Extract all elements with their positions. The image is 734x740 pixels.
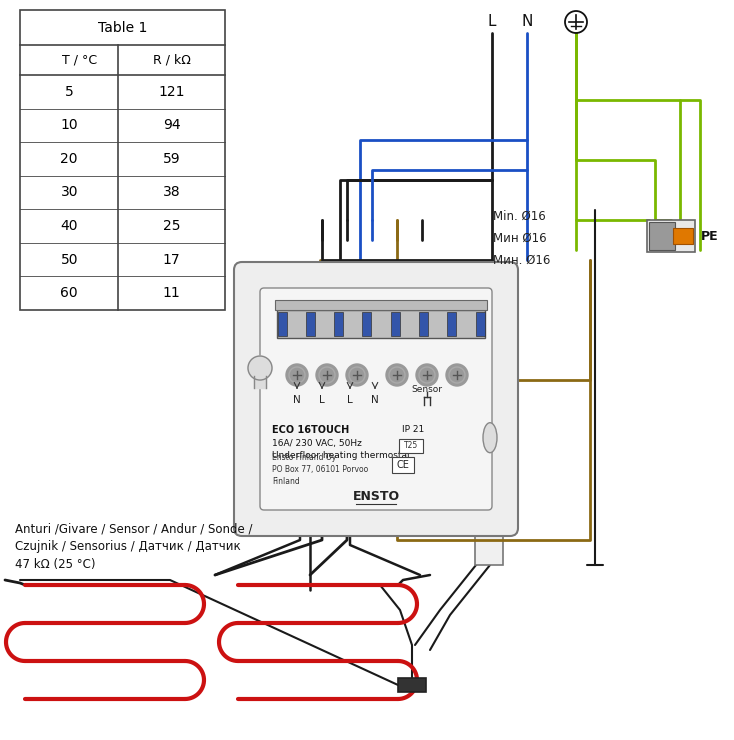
Bar bbox=[277, 312, 286, 336]
Text: 25: 25 bbox=[163, 219, 181, 233]
Text: 94: 94 bbox=[163, 118, 181, 132]
Text: N: N bbox=[293, 395, 301, 405]
Bar bbox=[476, 312, 484, 336]
FancyBboxPatch shape bbox=[234, 262, 518, 536]
Text: CE: CE bbox=[396, 460, 410, 470]
Bar bbox=[275, 300, 487, 310]
Text: Finland: Finland bbox=[272, 477, 299, 486]
Bar bbox=[649, 222, 675, 250]
Bar bbox=[398, 678, 426, 692]
Text: N: N bbox=[371, 395, 379, 405]
Bar bbox=[392, 457, 414, 473]
Text: L: L bbox=[347, 395, 353, 405]
Circle shape bbox=[416, 364, 438, 386]
Circle shape bbox=[248, 356, 272, 380]
Text: ECO 16TOUCH: ECO 16TOUCH bbox=[272, 425, 349, 435]
Bar bbox=[20, 10, 225, 310]
Text: Underfloor heating thermostat: Underfloor heating thermostat bbox=[272, 451, 410, 460]
Text: 16A/ 230 VAC, 50Hz: 16A/ 230 VAC, 50Hz bbox=[272, 439, 362, 448]
Text: Min. Ø16
Мин Ø16
Мин. Ø16: Min. Ø16 Мин Ø16 Мин. Ø16 bbox=[493, 210, 550, 267]
Text: ENSTO: ENSTO bbox=[352, 489, 399, 502]
Text: 17: 17 bbox=[163, 252, 181, 266]
Text: 60: 60 bbox=[60, 286, 78, 300]
Bar bbox=[419, 312, 428, 336]
Text: 59: 59 bbox=[163, 152, 181, 166]
Text: 30: 30 bbox=[60, 186, 78, 200]
Text: 40: 40 bbox=[60, 219, 78, 233]
Text: Table 1: Table 1 bbox=[98, 21, 148, 35]
Text: 5: 5 bbox=[65, 85, 73, 98]
Circle shape bbox=[286, 364, 308, 386]
Text: PE: PE bbox=[701, 229, 719, 243]
Text: N: N bbox=[521, 15, 533, 30]
FancyBboxPatch shape bbox=[260, 288, 492, 510]
Circle shape bbox=[386, 364, 408, 386]
Text: PO Box 77, 06101 Porvoo: PO Box 77, 06101 Porvoo bbox=[272, 465, 368, 474]
Text: IP 21: IP 21 bbox=[402, 425, 424, 434]
Circle shape bbox=[346, 364, 368, 386]
Bar bbox=[363, 312, 371, 336]
Bar bbox=[647, 220, 695, 252]
Circle shape bbox=[446, 364, 468, 386]
Text: Anturi /Givare / Sensor / Andur / Sonde /
Czujnik / Sensorius / Датчик / Датчик
: Anturi /Givare / Sensor / Andur / Sonde … bbox=[15, 522, 252, 571]
Bar bbox=[447, 312, 457, 336]
Text: 50: 50 bbox=[60, 252, 78, 266]
Text: 10: 10 bbox=[60, 118, 78, 132]
Bar bbox=[673, 228, 693, 244]
Bar bbox=[277, 310, 485, 338]
Text: T / °C: T / °C bbox=[62, 53, 97, 67]
Bar bbox=[399, 439, 423, 453]
Text: R / kΩ: R / kΩ bbox=[153, 53, 191, 67]
Text: 20: 20 bbox=[60, 152, 78, 166]
Bar bbox=[306, 312, 315, 336]
Text: T25: T25 bbox=[402, 439, 419, 448]
Circle shape bbox=[316, 364, 338, 386]
Text: L: L bbox=[488, 15, 496, 30]
Bar bbox=[254, 376, 266, 388]
Text: L: L bbox=[319, 395, 325, 405]
Text: 38: 38 bbox=[163, 186, 181, 200]
Text: Ensto Finland Oy: Ensto Finland Oy bbox=[272, 453, 336, 462]
Ellipse shape bbox=[483, 423, 497, 453]
Text: 11: 11 bbox=[163, 286, 181, 300]
Bar bbox=[475, 475, 503, 565]
Bar bbox=[334, 312, 343, 336]
Bar bbox=[390, 312, 399, 336]
Text: Sensor: Sensor bbox=[412, 386, 443, 394]
Text: T25: T25 bbox=[404, 442, 418, 451]
Text: 121: 121 bbox=[159, 85, 185, 98]
